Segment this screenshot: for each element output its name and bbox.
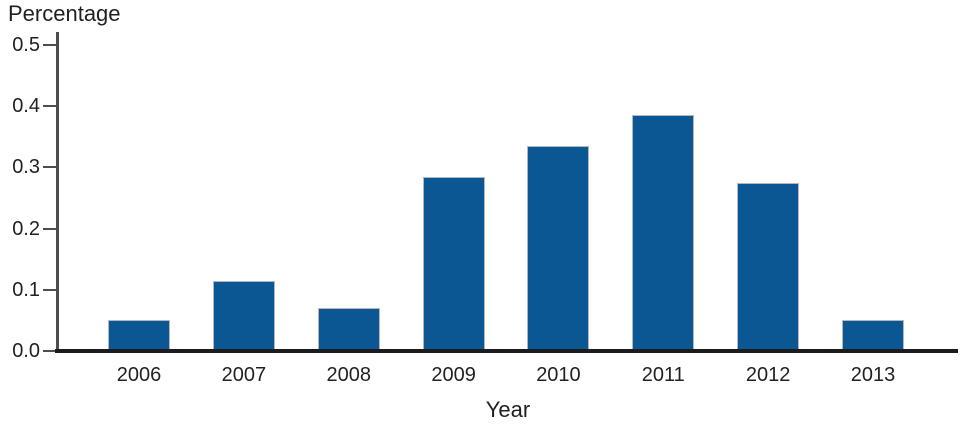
- y-tick-mark: [43, 105, 56, 108]
- x-tick-label: 2011: [641, 364, 685, 386]
- x-axis-title: Year: [485, 397, 531, 422]
- x-tick-label: 2009: [431, 364, 476, 386]
- bar-2007: [212, 280, 275, 351]
- y-tick-label: 0.2: [12, 217, 40, 240]
- y-tick-mark: [43, 166, 56, 169]
- x-tick-label: 2006: [116, 364, 162, 386]
- x-tick-label: 2010: [536, 364, 581, 386]
- y-tick-label: 0.0: [12, 340, 40, 362]
- x-tick-label: 2012: [745, 364, 791, 386]
- bar-2010: [527, 145, 590, 351]
- y-axis-title: Percentage: [8, 1, 121, 26]
- y-tick-label: 0.3: [12, 156, 40, 179]
- y-tick-label: 0.5: [12, 34, 40, 56]
- bar-2013: [842, 320, 905, 351]
- x-tick-label: 2007: [221, 364, 267, 386]
- x-axis-line: [55, 349, 958, 353]
- y-tick-label: 0.1: [12, 278, 40, 301]
- bar-2008: [317, 308, 380, 351]
- y-tick-mark: [43, 227, 56, 230]
- y-tick-mark: [43, 288, 56, 291]
- bar-2011: [632, 115, 695, 351]
- bar-2006: [108, 320, 170, 351]
- bar-2012: [737, 182, 800, 351]
- y-axis-line: [56, 32, 59, 353]
- y-tick-mark: [43, 350, 56, 352]
- bar-2009: [422, 176, 485, 351]
- plot-area: 0.0 0.1 0.2 0.3 0.4 0.5 2006 2007 2008 2009 2010 20…: [12, 32, 958, 386]
- y-tick-label: 0.4: [12, 95, 40, 118]
- y-tick-mark: [43, 44, 56, 46]
- x-tick-label: 2013: [850, 364, 896, 386]
- x-tick-label: 2008: [326, 364, 371, 386]
